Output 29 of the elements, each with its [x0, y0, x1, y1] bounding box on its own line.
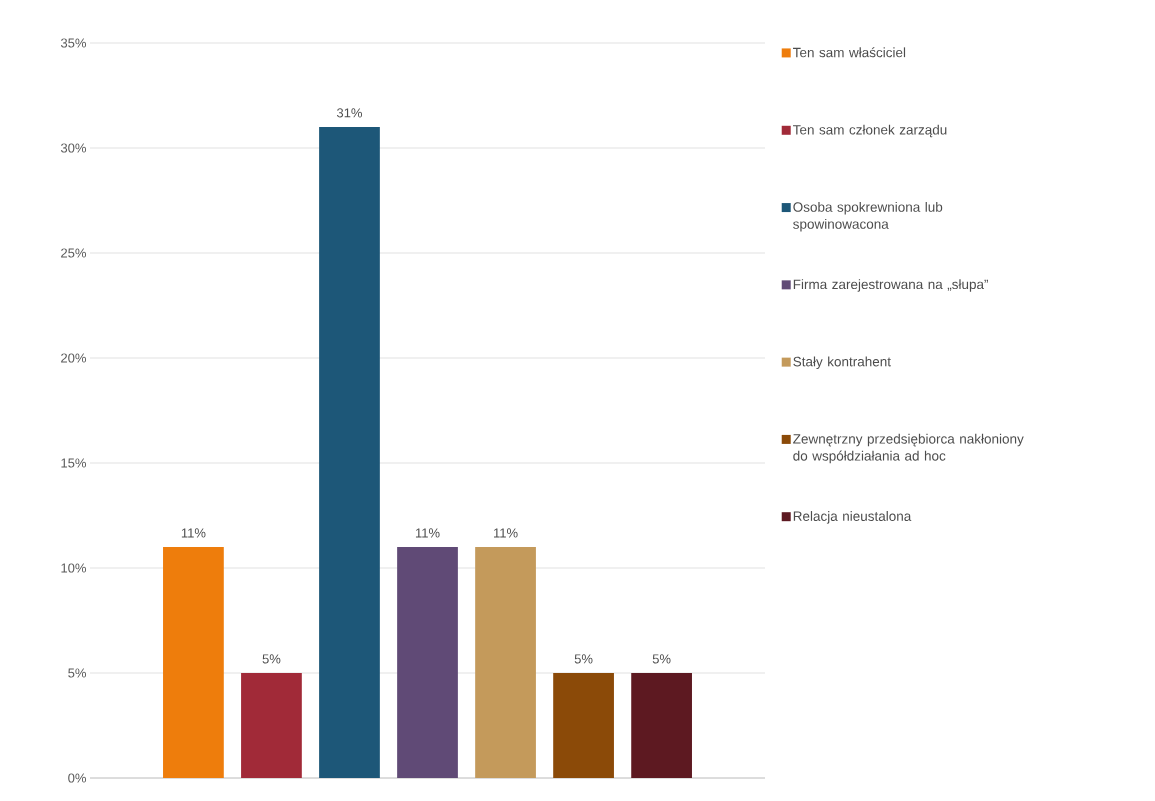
bar — [241, 673, 302, 778]
bar — [631, 673, 692, 778]
data-label: 5% — [652, 654, 671, 664]
y-tick-label: 35% — [60, 38, 87, 48]
y-tick-label: 5% — [68, 668, 87, 678]
data-label: 5% — [262, 654, 281, 664]
legend-label: Ten sam członek zarządu — [793, 124, 947, 138]
data-label: 5% — [574, 654, 593, 664]
legend-label: Osoba spokrewniona lub spowinowacona — [793, 201, 943, 232]
bar — [475, 547, 536, 778]
bar — [397, 547, 458, 778]
legend-label: Ten sam właściciel — [793, 47, 906, 58]
legend-label: Relacja nieustalona — [793, 511, 912, 524]
bar — [163, 547, 224, 778]
data-label: 11% — [181, 528, 206, 538]
y-tick-label: 10% — [61, 563, 87, 573]
y-tick-label: 0% — [68, 773, 87, 783]
legend-label: Zewnętrzny przedsiębiorca nakłoniony do współdziałania ad hoc — [793, 433, 1024, 464]
data-label: 11% — [415, 528, 440, 538]
legend-label: Firma zarejestrowana na „słupa” — [793, 279, 988, 292]
y-tick-label: 20% — [61, 353, 87, 363]
legend-label: Stały kontrahent — [793, 356, 891, 370]
y-tick-label: 15% — [61, 458, 87, 468]
y-tick-label: 30% — [60, 143, 87, 153]
y-tick-label: 25% — [61, 248, 87, 258]
data-label: 11% — [494, 528, 518, 538]
bar — [319, 127, 380, 778]
bar — [553, 673, 614, 778]
data-label: 31% — [336, 108, 363, 118]
